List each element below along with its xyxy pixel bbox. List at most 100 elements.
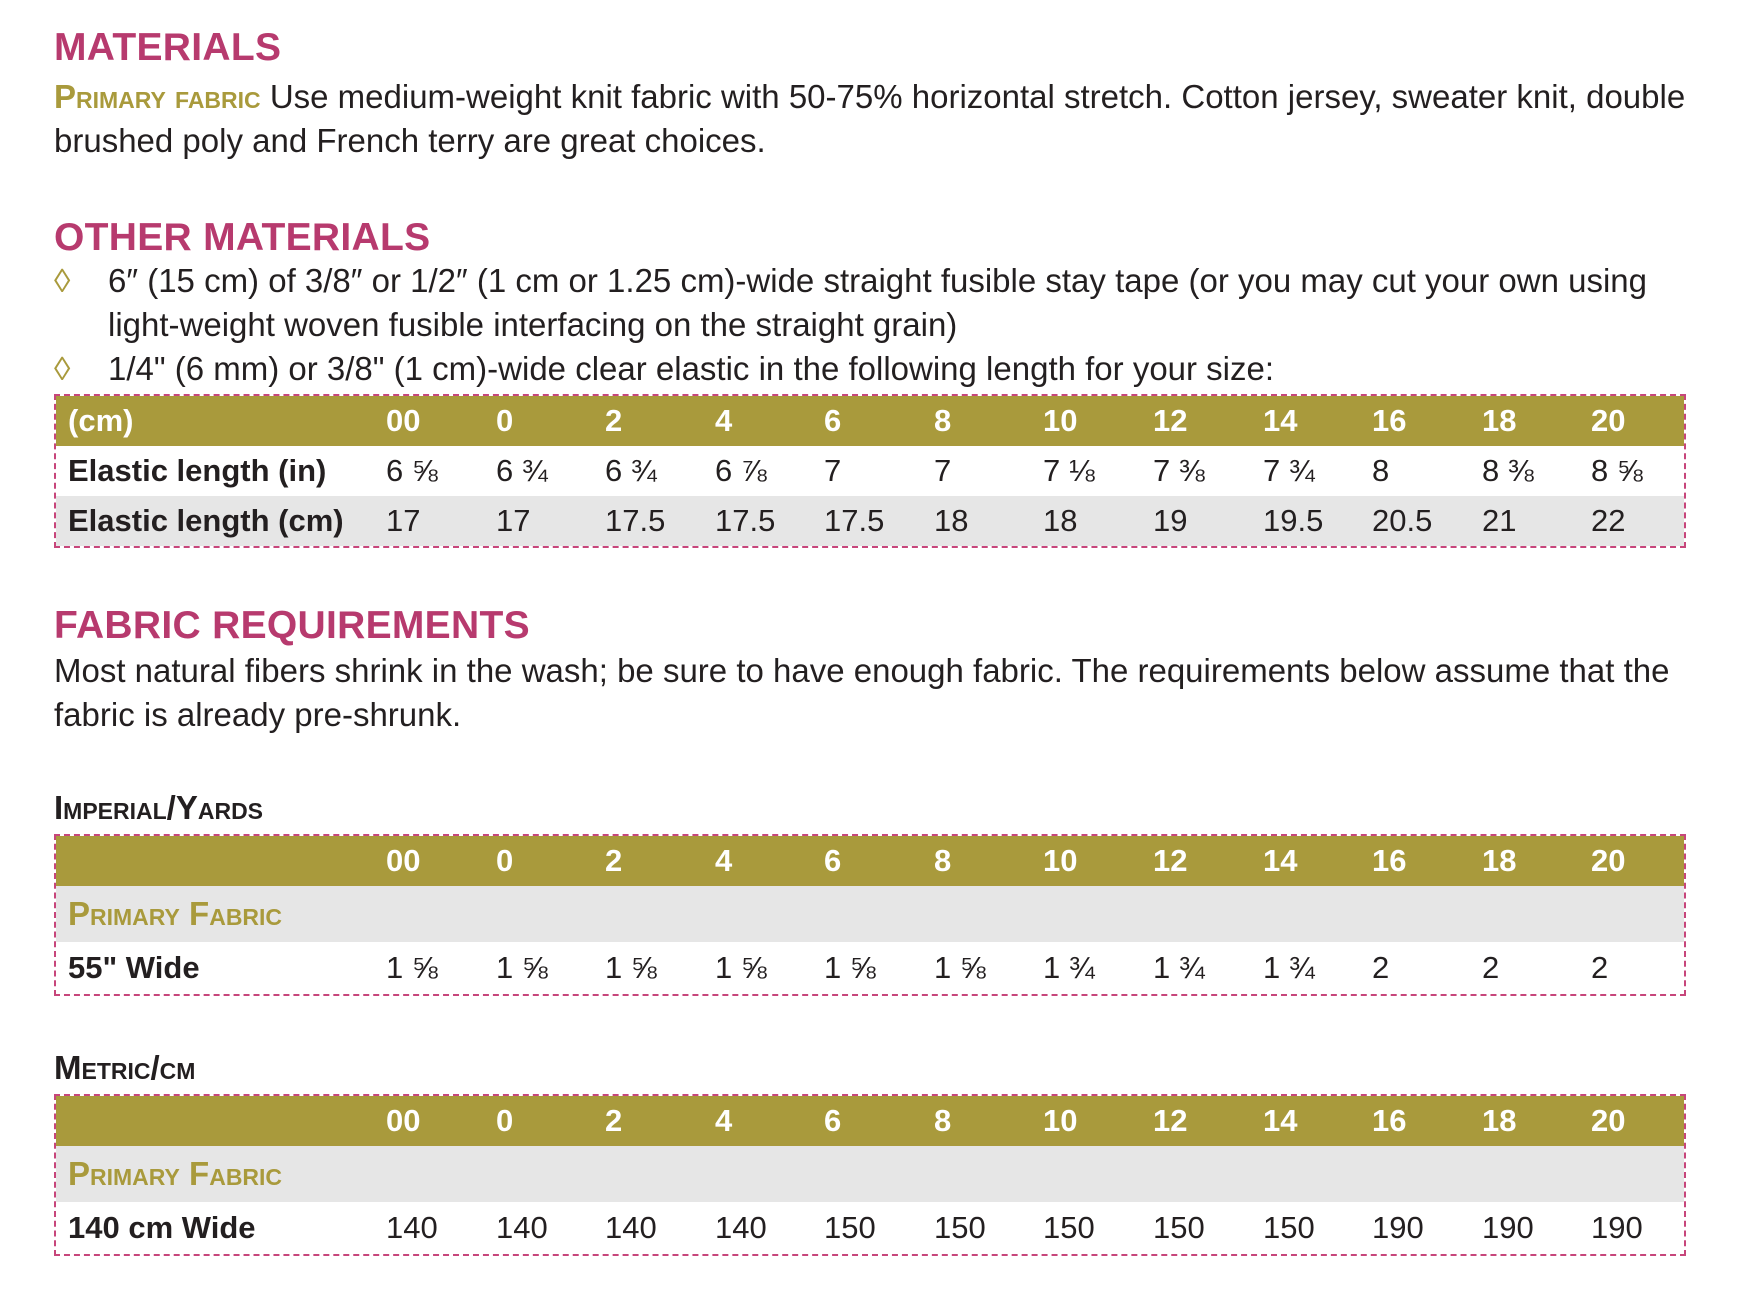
size-header-cell: 12 xyxy=(1153,843,1188,878)
value-cell: 22 xyxy=(1591,503,1626,538)
value-cell: 140 xyxy=(605,1210,657,1245)
value-cell: 1 ⅝ xyxy=(715,950,767,985)
size-header-cell: 20 xyxy=(1591,843,1626,878)
value-cell: 1 ¾ xyxy=(1263,950,1315,985)
size-header-cell: 18 xyxy=(1482,1103,1517,1138)
value-cell: 6 ¾ xyxy=(605,453,657,488)
value-cell: 1 ⅝ xyxy=(605,950,657,985)
value-cell: 7 ⅜ xyxy=(1153,453,1205,488)
value-cell: 7 ⅛ xyxy=(1043,453,1095,488)
size-header-cell: 8 xyxy=(934,403,952,438)
value-cell: 2 xyxy=(1591,950,1609,985)
other-materials-item: ◊ 1/4" (6 mm) or 3/8" (1 cm)-wide clear … xyxy=(54,347,1694,391)
size-header-cell: 20 xyxy=(1591,1103,1626,1138)
other-materials-item-text: 6″ (15 cm) of 3/8″ or 1/2″ (1 cm or 1.25… xyxy=(108,262,1648,343)
value-cell: 19.5 xyxy=(1263,503,1324,538)
size-header-cell: 20 xyxy=(1591,403,1626,438)
size-header-cell: 2 xyxy=(605,1103,623,1138)
value-cell: 1 ⅝ xyxy=(824,950,876,985)
value-cell: 140 xyxy=(715,1210,767,1245)
imperial-55-wide-row: 55" Wide 1 ⅝ 1 ⅝ 1 ⅝ 1 ⅝ 1 ⅝ 1 ⅝ 1 ¾ 1 ¾ 1 ¾ 2 2 2 xyxy=(56,942,1684,994)
value-cell: 1 ⅝ xyxy=(496,950,548,985)
metric-table-header-row: 00 0 2 4 6 8 10 12 14 16 18 20 xyxy=(56,1096,1684,1146)
size-header-cell: 00 xyxy=(386,403,421,438)
size-header-cell: 16 xyxy=(1372,403,1407,438)
row-label: Elastic length (in) xyxy=(68,453,327,488)
value-cell: 20.5 xyxy=(1372,503,1433,538)
size-header-cell: 2 xyxy=(605,403,623,438)
value-cell: 150 xyxy=(1153,1210,1205,1245)
value-cell: 6 ⅝ xyxy=(386,453,438,488)
value-cell: 150 xyxy=(934,1210,986,1245)
size-header-cell: 6 xyxy=(824,1103,842,1138)
row-label: Elastic length (cm) xyxy=(68,503,344,538)
size-header-cell: 10 xyxy=(1043,843,1078,878)
value-cell: 1 ⅝ xyxy=(934,950,986,985)
value-cell: 2 xyxy=(1482,950,1500,985)
size-header-cell: 16 xyxy=(1372,1103,1407,1138)
metric-fabric-table: 00 0 2 4 6 8 10 12 14 16 18 20 Primary Fabric 140 c… xyxy=(54,1094,1686,1256)
value-cell: 17.5 xyxy=(605,503,666,538)
fabric-requirements-text: Most natural fibers shrink in the wash; … xyxy=(54,652,1670,733)
diamond-bullet-icon: ◊ xyxy=(54,262,71,299)
size-header-cell: 8 xyxy=(934,1103,952,1138)
size-header-cell: 18 xyxy=(1482,843,1517,878)
size-header-cell: 00 xyxy=(386,1103,421,1138)
row-label: 55" Wide xyxy=(68,950,200,985)
value-cell: 18 xyxy=(1043,503,1078,538)
size-header-cell: 14 xyxy=(1263,1103,1298,1138)
value-cell: 6 ⅞ xyxy=(715,453,767,488)
value-cell: 8 xyxy=(1372,453,1390,488)
size-header-cell: 16 xyxy=(1372,843,1407,878)
value-cell: 140 xyxy=(496,1210,548,1245)
value-cell: 21 xyxy=(1482,503,1517,538)
value-cell: 19 xyxy=(1153,503,1188,538)
size-header-cell: 14 xyxy=(1263,403,1298,438)
elastic-length-cm-row: Elastic length (cm) 17 17 17.5 17.5 17.5 18 18… xyxy=(56,496,1684,546)
other-materials-title: OTHER MATERIALS xyxy=(54,216,431,259)
value-cell: 190 xyxy=(1372,1210,1424,1245)
value-cell: 7 xyxy=(824,453,842,488)
size-header-cell: 14 xyxy=(1263,843,1298,878)
value-cell: 8 ⅝ xyxy=(1591,453,1643,488)
diamond-bullet-icon: ◊ xyxy=(54,350,71,387)
value-cell: 140 xyxy=(386,1210,438,1245)
value-cell: 1 ¾ xyxy=(1043,950,1095,985)
category-label: Primary Fabric xyxy=(68,895,283,932)
imperial-table-header-row: 00 0 2 4 6 8 10 12 14 16 18 20 xyxy=(56,836,1684,886)
value-cell: 150 xyxy=(1043,1210,1095,1245)
size-header-cell: 0 xyxy=(496,1103,514,1138)
size-header-cell: 8 xyxy=(934,843,952,878)
metric-category-row: Primary Fabric xyxy=(56,1146,1684,1202)
value-cell: 17 xyxy=(386,503,421,538)
value-cell: 6 ¾ xyxy=(496,453,548,488)
size-header-cell: 18 xyxy=(1482,403,1517,438)
metric-140-wide-row: 140 cm Wide 140 140 140 140 150 150 150 150 150 1… xyxy=(56,1202,1684,1254)
primary-fabric-label: Primary fabric xyxy=(54,78,261,115)
row-label: 140 cm Wide xyxy=(68,1210,256,1245)
value-cell: 190 xyxy=(1591,1210,1643,1245)
size-header-cell: 4 xyxy=(715,403,733,438)
primary-fabric-text: Use medium-weight knit fabric with 50-75… xyxy=(54,78,1686,159)
fabric-requirements-title: FABRIC REQUIREMENTS xyxy=(54,604,530,647)
elastic-length-table: (cm) 00 0 2 4 6 8 10 12 14 16 18 20 Elastic length … xyxy=(54,394,1686,548)
size-header-cell: 00 xyxy=(386,843,421,878)
size-header-cell: 6 xyxy=(824,843,842,878)
elastic-table-header-row: (cm) 00 0 2 4 6 8 10 12 14 16 18 20 xyxy=(56,396,1684,446)
size-header-cell: 4 xyxy=(715,1103,733,1138)
value-cell: 1 ¾ xyxy=(1153,950,1205,985)
value-cell: 2 xyxy=(1372,950,1390,985)
size-header-cell: 2 xyxy=(605,843,623,878)
size-header-cell: 12 xyxy=(1153,403,1188,438)
metric-title: Metric/cm xyxy=(54,1049,196,1086)
size-header-cell: 0 xyxy=(496,843,514,878)
other-materials-item: ◊ 6″ (15 cm) of 3/8″ or 1/2″ (1 cm or 1.… xyxy=(54,259,1694,347)
size-header-cell: 12 xyxy=(1153,1103,1188,1138)
value-cell: 7 xyxy=(934,453,952,488)
value-cell: 190 xyxy=(1482,1210,1534,1245)
value-cell: 17.5 xyxy=(715,503,776,538)
value-cell: 1 ⅝ xyxy=(386,950,438,985)
value-cell: 8 ⅜ xyxy=(1482,453,1534,488)
size-header-cell: 10 xyxy=(1043,403,1078,438)
category-label: Primary Fabric xyxy=(68,1155,283,1192)
